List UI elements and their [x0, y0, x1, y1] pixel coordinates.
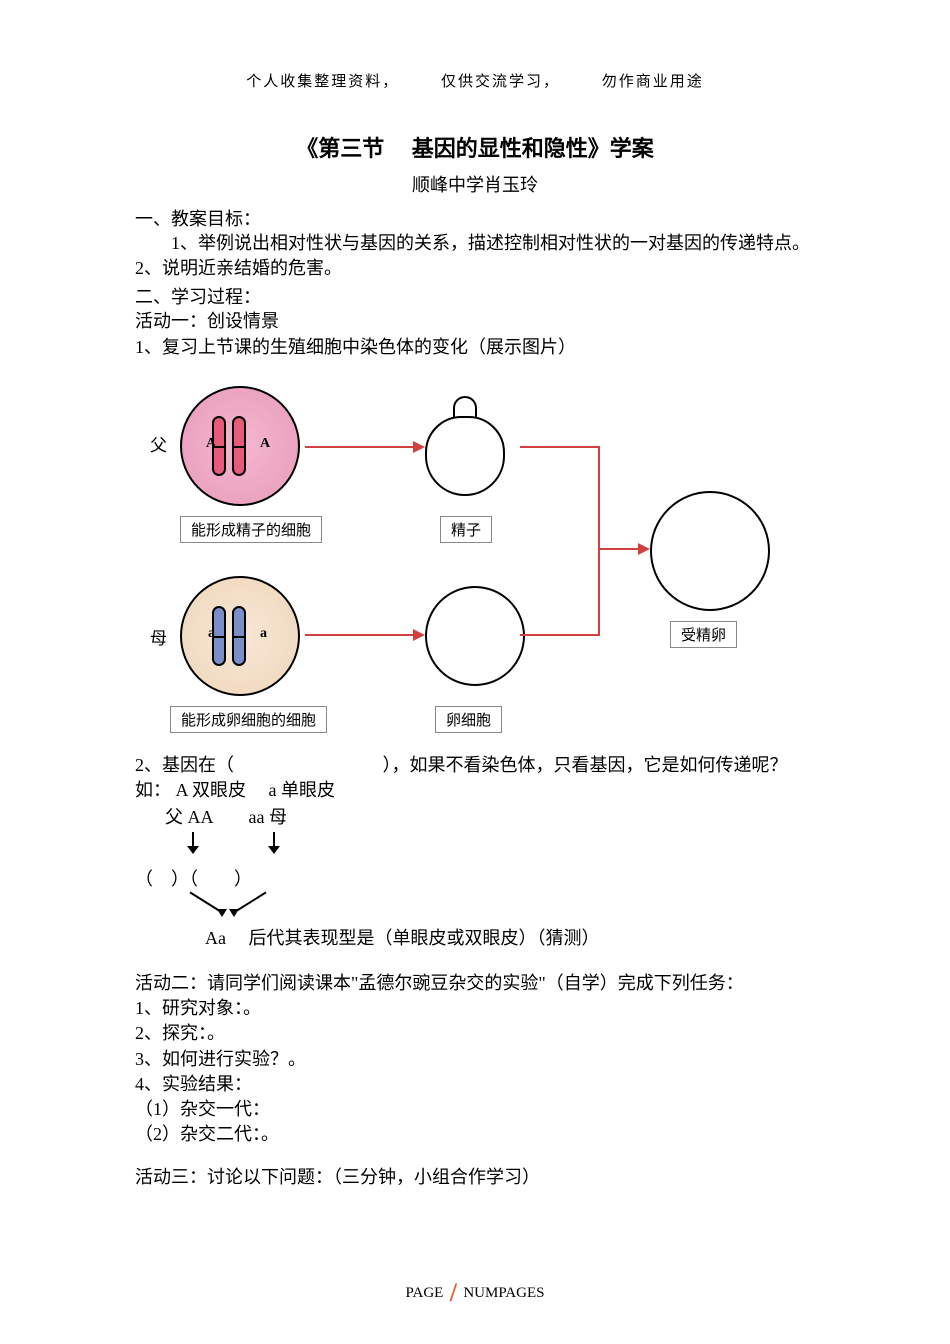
page-subtitle: 顺峰中学肖玉玲: [135, 171, 815, 197]
task-3: 3、如何进行实验？。: [135, 1047, 815, 1072]
egg-caption: 卵细胞: [435, 706, 502, 733]
mother-side-label: 母: [150, 624, 167, 649]
mother-cell: a a: [180, 576, 300, 696]
question-2: 2、基因在（ ），如果不看染色体，只看基因，它是如何传递呢？: [135, 753, 815, 778]
section-2-head: 二、学习过程：: [135, 283, 815, 309]
reproduction-diagram: A A 父 a a 母 能形成精子的细胞 能形成卵细胞的细胞 精子 卵细胞 受精…: [150, 366, 800, 741]
footer-left: PAGE: [406, 1285, 444, 1301]
arrow-line-icon: [305, 446, 415, 448]
header-note: 个人收集整理资料， 仅供交流学习， 勿作商业用途: [135, 70, 815, 91]
gametes-line: （ ）（ ）: [135, 865, 815, 894]
father-side-label: 父: [150, 431, 167, 456]
mother-cell-caption: 能形成卵细胞的细胞: [170, 706, 327, 733]
zygote-caption: 受精卵: [670, 621, 737, 648]
arrows-down: [165, 832, 815, 865]
arrow-head-icon: [217, 909, 227, 917]
egg-cell: [425, 586, 525, 686]
activity-1-line: 1、复习上节课的生殖细胞中染色体的变化（展示图片）: [135, 335, 815, 360]
arrow-head-icon: [413, 441, 425, 453]
mother-gene-label-2: a: [260, 626, 267, 642]
arrow-line-icon: [305, 634, 415, 636]
sperm-head-icon: [425, 416, 505, 496]
page-title: 《第三节 基因的显性和隐性》学案: [135, 131, 815, 163]
father-gene-label-1: A: [206, 436, 216, 452]
section-1-body: 1、举例说出相对性状与基因的关系，描述控制相对性状的一对基因的传递特点。2、说明…: [135, 231, 815, 281]
section-1-head: 一、教案目标：: [135, 205, 815, 231]
task-4-2: （2）杂交二代：。: [135, 1122, 815, 1147]
offspring-line: Aa 后代其表现型是（单眼皮或双眼皮）（猜测）: [205, 924, 815, 953]
slash-icon: /: [443, 1278, 463, 1308]
parents-line: 父 AA aa 母: [165, 803, 815, 832]
zygote-cell: [650, 491, 770, 611]
arrow-head-icon: [413, 629, 425, 641]
arrow-line-icon: [520, 446, 600, 448]
cross-diagram: 父 AA aa 母 （ ）（ ） Aa 后代其表现型是（单眼皮或双眼皮）（猜测）: [165, 803, 815, 953]
sperm-cell: [425, 396, 510, 496]
header-part2: 仅供交流学习，: [441, 74, 560, 90]
activity-3-head: 活动三：讨论以下问题：（三分钟，小组合作学习）: [135, 1165, 815, 1190]
chromosome-icon: [232, 606, 246, 666]
arrow-head-icon: [638, 543, 650, 555]
arrow-line-icon: [598, 446, 600, 636]
header-part1: 个人收集整理资料，: [246, 74, 399, 90]
down-arrow-icon: [268, 832, 280, 856]
mother-chromosomes: [212, 606, 246, 666]
gene-example: 如： A 双眼皮 a 单眼皮: [135, 778, 815, 803]
header-part3: 勿作商业用途: [602, 74, 704, 90]
page-footer: PAGE/NUMPAGES: [0, 1274, 950, 1304]
task-1: 1、研究对象：。: [135, 996, 815, 1021]
down-arrow-icon: [187, 832, 199, 856]
activity-2-head: 活动二：请同学们阅读课本"孟德尔豌豆杂交的实验"（自学）完成下列任务：: [135, 971, 815, 996]
activity-1-head: 活动一：创设情景: [135, 309, 815, 334]
father-gene-label-2: A: [260, 436, 270, 452]
converge-arrows: [183, 894, 273, 916]
footer-right: NUMPAGES: [463, 1285, 544, 1301]
sperm-caption: 精子: [440, 516, 492, 543]
task-4: 4、实验结果：: [135, 1072, 815, 1097]
father-cell-caption: 能形成精子的细胞: [180, 516, 322, 543]
father-chromosomes: [212, 416, 246, 476]
task-4-1: （1）杂交一代：: [135, 1097, 815, 1122]
chromosome-icon: [232, 416, 246, 476]
mother-gene-label-1: a: [208, 626, 215, 642]
father-cell: A A: [180, 386, 300, 506]
task-2: 2、探究：。: [135, 1021, 815, 1046]
arrow-head-icon: [229, 909, 239, 917]
arrow-line-icon: [520, 634, 600, 636]
arrow-line-icon: [598, 548, 640, 550]
